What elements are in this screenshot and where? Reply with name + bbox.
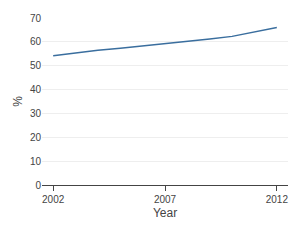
svg-text:Year: Year xyxy=(153,206,177,220)
svg-text:50: 50 xyxy=(30,60,42,71)
svg-text:2007: 2007 xyxy=(154,194,177,205)
svg-text:2002: 2002 xyxy=(42,194,65,205)
svg-text:0: 0 xyxy=(35,180,41,191)
svg-text:%: % xyxy=(11,96,25,107)
svg-text:10: 10 xyxy=(30,156,42,167)
svg-text:40: 40 xyxy=(30,84,42,95)
svg-text:20: 20 xyxy=(30,132,42,143)
svg-text:2012: 2012 xyxy=(266,194,289,205)
svg-text:60: 60 xyxy=(30,36,42,47)
svg-text:30: 30 xyxy=(30,108,42,119)
svg-text:70: 70 xyxy=(30,13,42,24)
